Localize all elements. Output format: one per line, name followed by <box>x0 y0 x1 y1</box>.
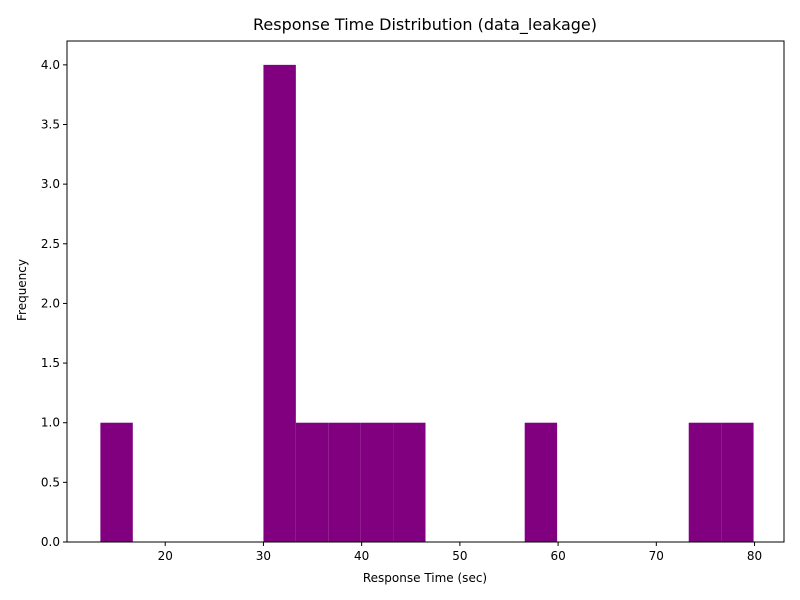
histogram-bar-1 <box>263 64 296 542</box>
x-tick-label: 80 <box>747 549 762 563</box>
histogram-bar-0 <box>100 422 133 542</box>
y-tick-label: 0.5 <box>41 475 60 489</box>
y-tick-label: 2.0 <box>41 296 60 310</box>
histogram-bar-5 <box>393 422 426 542</box>
x-tick-label: 30 <box>256 549 271 563</box>
x-tick-label: 70 <box>649 549 664 563</box>
y-tick-label: 3.0 <box>41 177 60 191</box>
x-tick-label: 40 <box>354 549 369 563</box>
histogram-bar-6 <box>524 422 558 542</box>
x-tick-label: 60 <box>550 549 565 563</box>
y-tick-label: 4.0 <box>41 58 60 72</box>
x-axis-ticks: 20 30 40 50 60 70 80 <box>158 542 762 563</box>
histogram-bar-7 <box>688 422 722 542</box>
y-tick-label: 3.5 <box>41 118 60 132</box>
y-tick-label: 1.0 <box>41 416 60 430</box>
histogram-bar-4 <box>360 422 394 542</box>
y-axis-title: Frequency <box>15 259 29 321</box>
histogram-bar-8 <box>721 422 754 542</box>
histogram-bar-3 <box>328 422 361 542</box>
y-axis-ticks: 0.0 0.5 1.0 1.5 2.0 2.5 3.0 3.5 4.0 <box>41 58 67 549</box>
bars-group <box>100 64 754 542</box>
y-tick-label: 1.5 <box>41 356 60 370</box>
plot-frame <box>66 40 785 543</box>
x-axis-title: Response Time (sec) <box>363 571 487 585</box>
y-tick-label: 2.5 <box>41 237 60 251</box>
x-tick-label: 50 <box>452 549 467 563</box>
histogram-bar-2 <box>295 422 329 542</box>
x-tick-label: 20 <box>158 549 173 563</box>
y-tick-label: 0.0 <box>41 535 60 549</box>
chart-title: Response Time Distribution (data_leakage… <box>253 15 597 35</box>
